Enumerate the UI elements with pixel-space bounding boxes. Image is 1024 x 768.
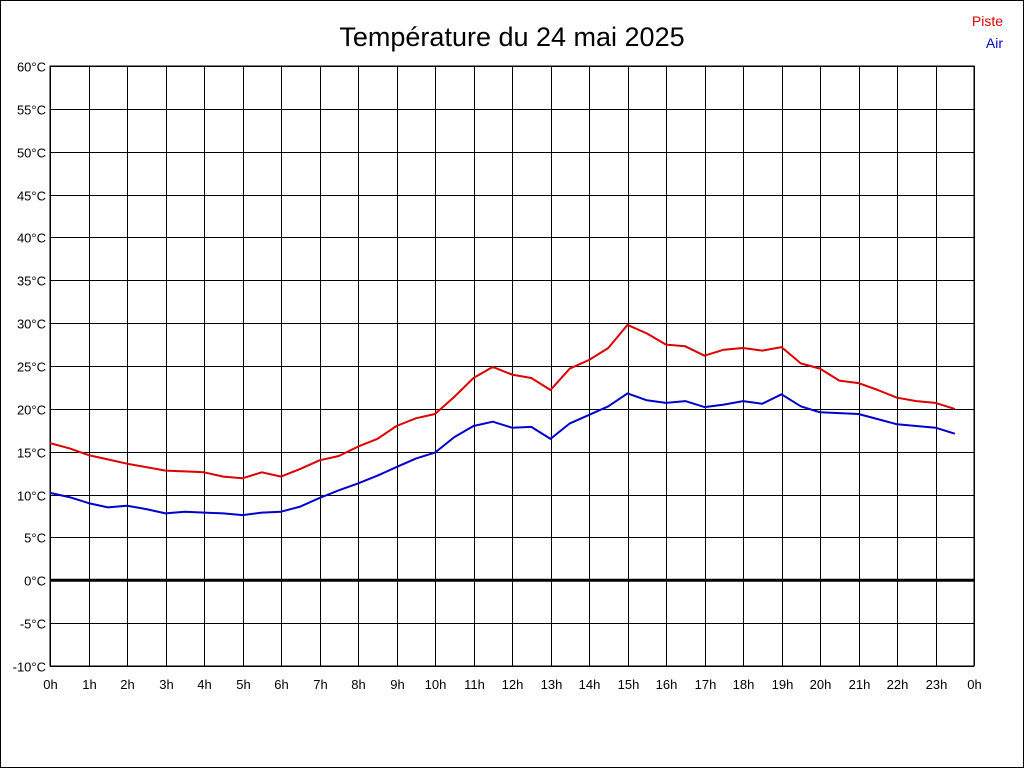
x-tick-label: 1h bbox=[82, 677, 96, 692]
y-tick-label: 60°C bbox=[17, 60, 46, 75]
series-line-piste bbox=[49, 323, 956, 480]
legend-entry-air: Air bbox=[986, 35, 1003, 51]
y-tick-label: 50°C bbox=[17, 146, 46, 161]
legend-entry-piste: Piste bbox=[972, 13, 1003, 29]
y-tick-label: 10°C bbox=[17, 489, 46, 504]
x-tick-label: 6h bbox=[274, 677, 288, 692]
x-tick-label: 19h bbox=[772, 677, 794, 692]
series-layer bbox=[49, 323, 956, 517]
x-tick-label: 4h bbox=[197, 677, 211, 692]
x-tick-label: 13h bbox=[541, 677, 563, 692]
x-tick-label: 22h bbox=[887, 677, 909, 692]
x-tick-label: 9h bbox=[390, 677, 404, 692]
y-tick-label: 20°C bbox=[17, 403, 46, 418]
y-tick-label: 0°C bbox=[24, 574, 46, 589]
y-tick-label: 5°C bbox=[24, 531, 46, 546]
legend: Piste Air bbox=[972, 13, 1003, 51]
x-tick-label: 16h bbox=[656, 677, 678, 692]
y-tick-label: 30°C bbox=[17, 317, 46, 332]
x-tick-label: 10h bbox=[425, 677, 447, 692]
x-tick-label: 21h bbox=[849, 677, 871, 692]
x-tick-label: 15h bbox=[618, 677, 640, 692]
y-tick-label: 55°C bbox=[17, 103, 46, 118]
x-tick-label: 17h bbox=[695, 677, 717, 692]
x-tick-label: 11h bbox=[464, 677, 485, 692]
axis-layer: 0h 1h 2h 3h 4h 5h 6h 7h 8h 9h 10h 11h 12h 13h 14h 15h 16… bbox=[13, 60, 982, 693]
x-tick-label: 20h bbox=[810, 677, 832, 692]
y-tick-label: 25°C bbox=[17, 360, 46, 375]
y-tick-label: -5°C bbox=[20, 617, 46, 632]
x-tick-label: 7h bbox=[313, 677, 327, 692]
series-line-air bbox=[49, 392, 956, 517]
x-tick-label: 12h bbox=[502, 677, 524, 692]
x-tick-label: 23h bbox=[926, 677, 948, 692]
x-tick-label: 0h bbox=[967, 677, 981, 692]
x-tick-label: 5h bbox=[236, 677, 250, 692]
x-tick-label: 8h bbox=[351, 677, 365, 692]
y-tick-label: 45°C bbox=[17, 189, 46, 204]
grid-layer bbox=[49, 65, 975, 667]
x-tick-label: 3h bbox=[159, 677, 173, 692]
y-tick-label: 40°C bbox=[17, 231, 46, 246]
y-tick-label: 15°C bbox=[17, 446, 46, 461]
x-tick-label: 0h bbox=[43, 677, 57, 692]
chart-title: Température du 24 mai 2025 bbox=[339, 22, 684, 52]
y-tick-label: -10°C bbox=[13, 660, 46, 675]
y-tick-label: 35°C bbox=[17, 274, 46, 289]
x-tick-label: 2h bbox=[120, 677, 134, 692]
x-tick-label: 14h bbox=[579, 677, 601, 692]
x-tick-label: 18h bbox=[733, 677, 755, 692]
